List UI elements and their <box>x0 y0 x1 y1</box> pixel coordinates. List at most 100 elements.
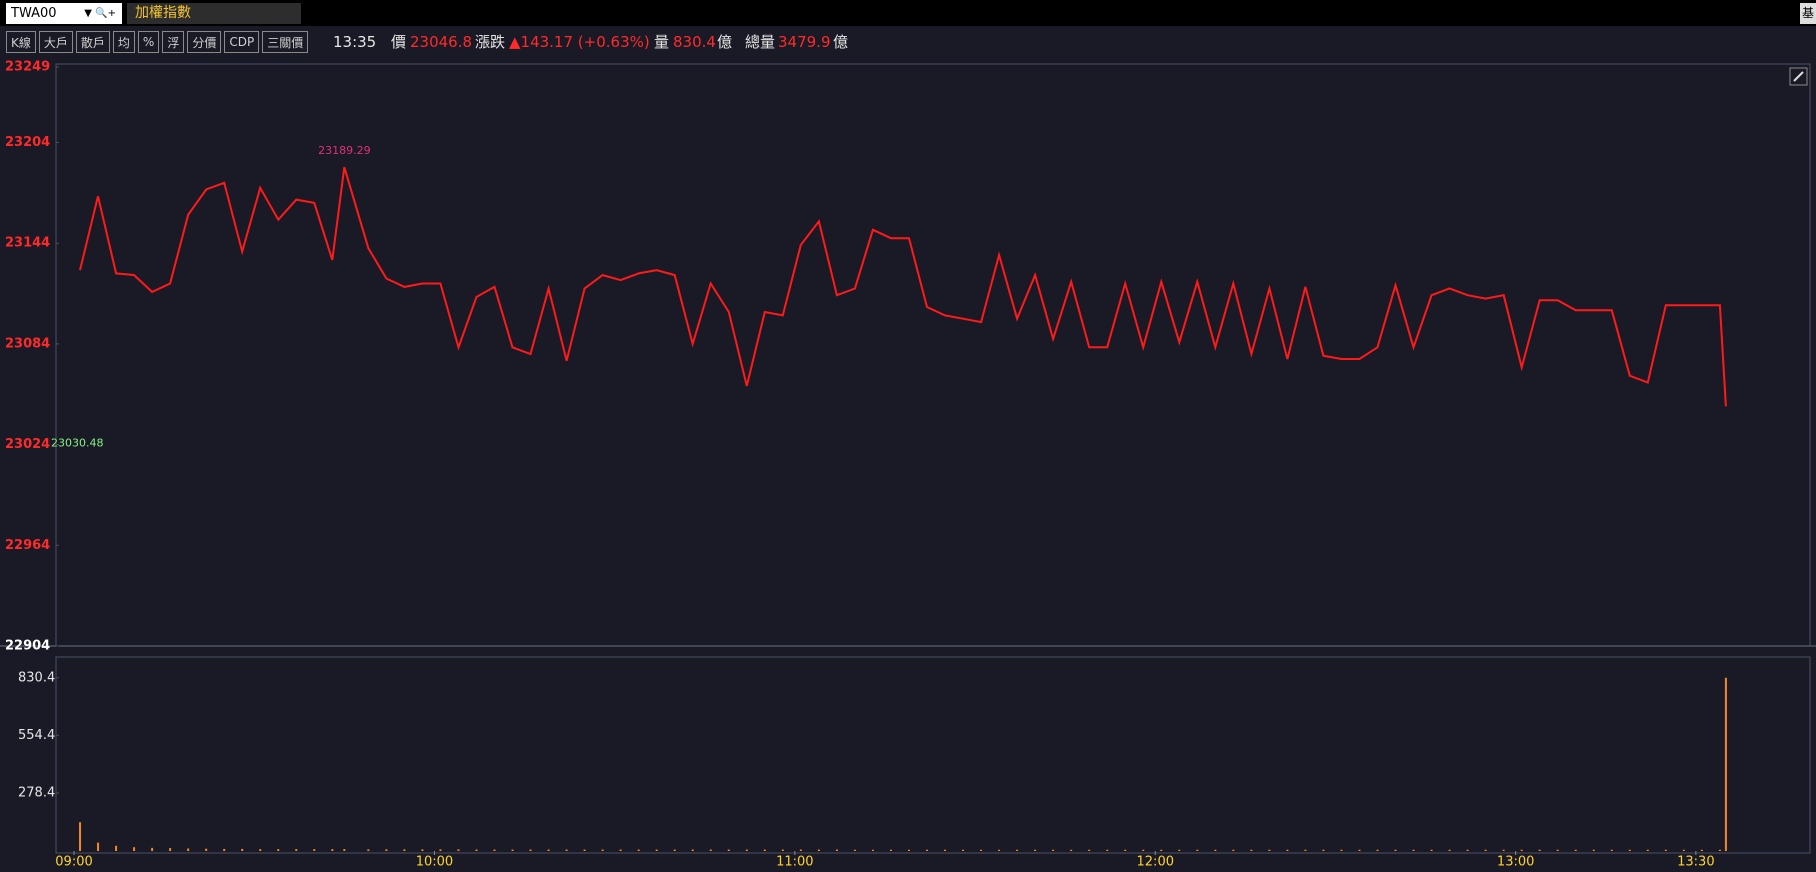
volume-bar <box>1376 849 1379 851</box>
volume-bar <box>79 822 82 851</box>
volume-bar <box>565 849 568 851</box>
y-tick-label: 22964 <box>5 538 50 553</box>
volume-bar <box>1232 849 1235 851</box>
volume-bar <box>1448 849 1451 851</box>
price: 23046.8 <box>410 33 473 51</box>
volume-bar <box>1628 849 1631 851</box>
volume-bar <box>259 849 262 851</box>
volume-bar <box>1700 849 1703 851</box>
price-label: 價 <box>391 33 407 51</box>
volume-bar <box>493 849 496 851</box>
volume-bar <box>475 849 478 851</box>
volume-bar <box>187 848 190 851</box>
volume-bar <box>709 849 712 851</box>
volume-bar <box>1664 849 1667 851</box>
volume-bar <box>1052 849 1055 851</box>
volume-bar <box>1142 849 1145 851</box>
volume-bar <box>1724 677 1727 851</box>
tool-button[interactable]: 散戶 <box>75 31 110 53</box>
dropdown-icon[interactable]: ▼ 🔍+ <box>84 8 116 19</box>
high-label: 23189.29 <box>318 144 371 157</box>
volume-bar <box>343 849 346 851</box>
volume-bar <box>601 849 604 851</box>
volume-bar <box>1070 849 1073 851</box>
volume-bar <box>727 849 730 851</box>
tool-button[interactable]: 分價 <box>187 31 222 53</box>
volume-bar <box>421 849 424 851</box>
volume-bar <box>1250 849 1253 851</box>
volume-bar <box>1124 849 1127 851</box>
volume-bar <box>1718 849 1721 851</box>
volume-bar <box>1430 849 1433 851</box>
volume-bar <box>1394 849 1397 851</box>
volume-bar <box>385 849 388 851</box>
volume-bar <box>1160 849 1163 851</box>
volume-bar <box>457 849 460 851</box>
tool-button[interactable]: 浮 <box>162 31 185 53</box>
volume-bar <box>1538 849 1541 851</box>
y-tick-label: 554.4 <box>18 728 55 743</box>
volume-bar <box>673 849 676 851</box>
y-tick-label: 23249 <box>5 60 50 75</box>
volume-bar <box>331 849 334 851</box>
total-label: 總量 <box>745 33 776 51</box>
volume-bar <box>1358 849 1361 851</box>
tool-button[interactable]: CDP <box>224 31 260 53</box>
volume-panel <box>55 656 1811 854</box>
volume-bar <box>367 849 370 851</box>
volume-bar <box>745 849 748 851</box>
volume-bar <box>655 849 658 851</box>
volume-bar <box>151 847 154 851</box>
volume-bar <box>1088 849 1091 851</box>
reference-label: 23030.48 <box>51 437 104 450</box>
volume-bar <box>980 849 983 851</box>
y-tick-label: 23084 <box>5 336 50 351</box>
tool-button[interactable]: 大戶 <box>38 31 73 53</box>
volume-bar <box>583 849 586 851</box>
y-tick-label: 830.4 <box>18 670 55 685</box>
volume-bar <box>1610 849 1613 851</box>
volume-bar <box>1466 849 1469 851</box>
volume-bar <box>1502 849 1505 851</box>
volume-bar <box>1268 849 1271 851</box>
volume-bar <box>799 849 802 851</box>
top-bar: TWA00 ▼ 🔍+ 加權指數 基 <box>0 0 1816 26</box>
volume-bar <box>1592 849 1595 851</box>
volume-bar <box>295 849 298 851</box>
volume-bar <box>1340 849 1343 851</box>
corner-button[interactable]: 基 <box>1800 3 1816 24</box>
x-tick-label: 10:00 <box>416 855 453 870</box>
volume-bar <box>1484 849 1487 851</box>
volume-bar <box>835 849 838 851</box>
volume-bar <box>925 849 928 851</box>
tool-button[interactable]: K線 <box>6 31 36 53</box>
symbol-input[interactable]: TWA00 ▼ 🔍+ <box>6 3 122 24</box>
tool-button[interactable]: 均 <box>112 31 135 53</box>
volume-bar <box>277 849 280 851</box>
volume-bar <box>944 849 947 851</box>
volume-bar <box>907 849 910 851</box>
volume-bar <box>817 849 820 851</box>
volume-bar <box>439 849 442 851</box>
volume-bar <box>547 849 550 851</box>
volume-bar <box>1034 849 1037 851</box>
volume-bar <box>763 849 766 851</box>
x-tick-label: 13:00 <box>1497 855 1534 870</box>
symbol: TWA00 <box>11 6 57 21</box>
volume-bar <box>133 847 136 851</box>
volume-bar <box>313 849 316 851</box>
volume-bar <box>619 849 622 851</box>
x-tick-label: 12:00 <box>1137 855 1174 870</box>
link-icon <box>1793 71 1804 82</box>
volume-bar <box>1682 849 1685 851</box>
change: ▲143.17 (+0.63%) <box>509 33 650 51</box>
tool-button[interactable]: 三關價 <box>262 31 309 53</box>
x-tick-label: 11:00 <box>776 855 813 870</box>
volume-bar <box>169 848 172 851</box>
volume-bar <box>889 849 892 851</box>
volume-bar <box>511 849 514 851</box>
volume-unit: 億 <box>717 33 733 51</box>
x-tick-label: 09:00 <box>55 855 92 870</box>
tool-button[interactable]: % <box>137 31 160 53</box>
